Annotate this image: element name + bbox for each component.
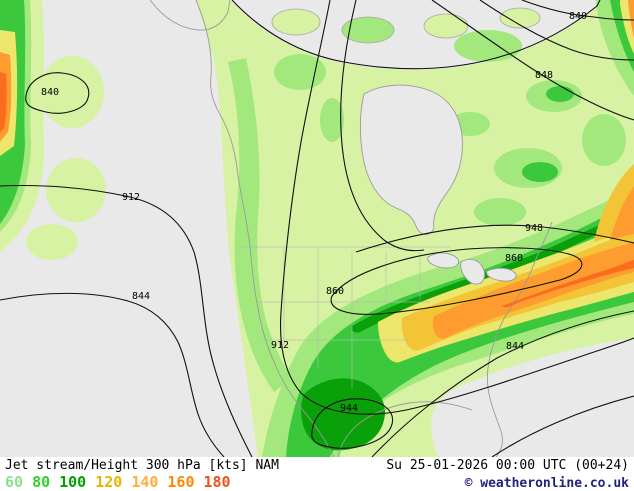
footer-bar: Jet stream/Height 300 hPa [kts] NAM Su 2… — [0, 457, 634, 491]
contour-label: 840 — [569, 11, 587, 22]
legend-value-80: 80 — [32, 473, 51, 491]
hudson-bay — [359, 84, 463, 235]
contour-labels: 840 840 848 912 948 860 860 844 912 844 … — [41, 11, 587, 414]
contour-860-loop — [330, 247, 583, 315]
atlantic-coastline — [486, 221, 553, 457]
contour-840-loop-nw — [25, 72, 90, 114]
rockies-light-green-ribbon — [228, 58, 292, 392]
contour-label: 844 — [506, 341, 524, 352]
legend-value-160: 160 — [167, 473, 195, 491]
jet-deep-orange-streak — [502, 260, 634, 308]
coastlines — [149, 0, 553, 457]
tr-corner-orange — [628, 0, 634, 38]
gulf-coastline — [337, 401, 473, 457]
contour-label: 944 — [340, 403, 358, 414]
contour-label: 840 — [41, 87, 59, 98]
contour-912-west — [0, 184, 253, 457]
copyright-text: © weatheronline.co.uk — [464, 476, 629, 491]
legend-value-180: 180 — [203, 473, 231, 491]
lake-michigan-huron — [460, 258, 486, 285]
contour-label: 848 — [535, 70, 553, 81]
contour-canada-west-of-bay — [340, 0, 425, 252]
height-contours — [0, 0, 634, 457]
legend-value-60: 60 — [5, 473, 24, 491]
contour-arctic-ridge — [231, 0, 601, 70]
wind-speed-legend: 60 80 100 120 140 160 180 — [5, 473, 231, 491]
lake-superior — [427, 252, 459, 269]
contour-844-west — [0, 292, 225, 457]
legend-value-120: 120 — [95, 473, 123, 491]
valid-time: Su 25-01-2026 00:00 UTC (00+24) — [386, 458, 629, 473]
contour-948 — [355, 224, 634, 253]
contour-848-ne — [431, 0, 634, 121]
contour-far-south — [491, 395, 634, 457]
legend-value-140: 140 — [131, 473, 159, 491]
weather-map: 840 840 848 912 948 860 860 844 912 844 … — [0, 0, 634, 457]
pacific-coastline — [195, 0, 335, 457]
contour-944-loop — [311, 398, 393, 449]
legend-value-100: 100 — [59, 473, 87, 491]
contour-ne-extra — [479, 0, 634, 61]
contour-label: 860 — [326, 286, 344, 297]
contour-label: 860 — [505, 253, 523, 264]
lake-erie-ontario — [486, 267, 517, 282]
contour-844-southeast — [371, 310, 634, 457]
contour-label: 844 — [132, 291, 150, 302]
gulf-dark-green-patch — [301, 378, 386, 451]
contour-label: 912 — [271, 340, 289, 351]
contour-label: 948 — [525, 223, 543, 234]
contour-840-ne — [521, 0, 634, 21]
jet-band-orange — [432, 242, 634, 339]
product-title: Jet stream/Height 300 hPa [kts] NAM — [5, 458, 279, 473]
alaska-coastline — [149, 0, 231, 31]
left-band-deep-orange — [0, 72, 7, 132]
right-edge-orange-bulge — [610, 186, 634, 240]
state-borders — [238, 246, 450, 388]
contour-label: 912 — [122, 192, 140, 203]
contour-912-central — [280, 0, 634, 415]
weather-map-svg: 840 840 848 912 948 860 860 844 912 844 … — [0, 0, 634, 457]
